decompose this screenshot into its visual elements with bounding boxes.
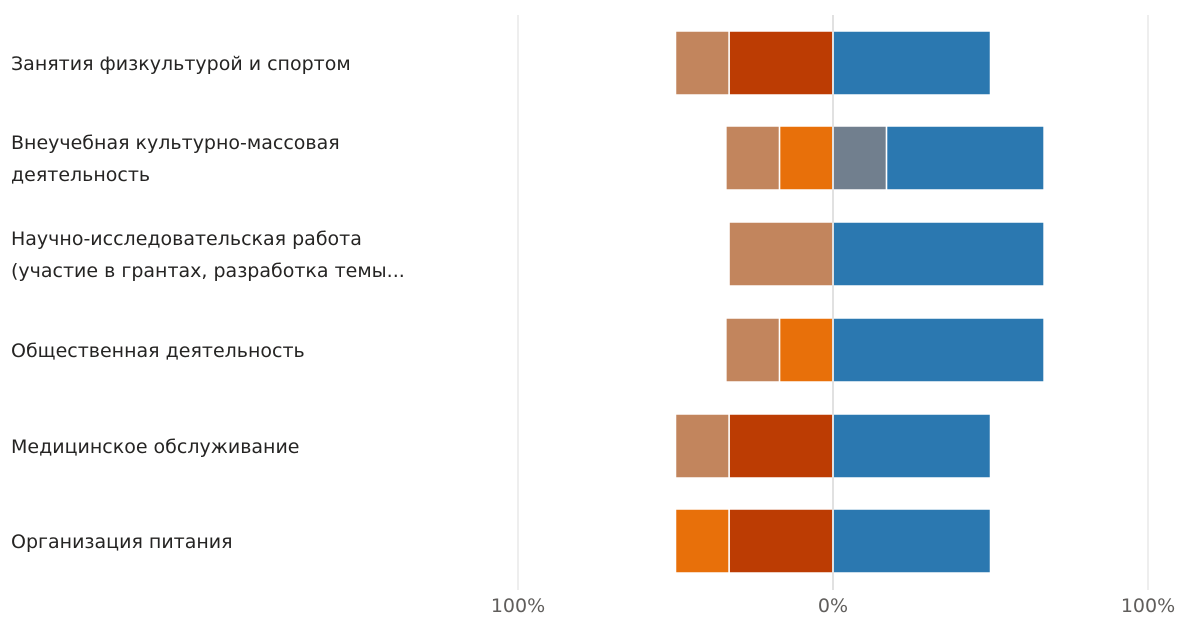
bar-segment-positive-4-row-5 — [832, 508, 992, 574]
bar-segment-positive-4-row-3 — [832, 317, 1045, 383]
bar-segment-negative-0-row-5 — [728, 508, 834, 574]
bar-segment-positive-4-row-0 — [832, 30, 992, 96]
x-tick-label-0: 100% — [491, 595, 545, 617]
bar-segment-positive-3-row-1 — [832, 125, 888, 191]
category-label-row-3-line-0: Общественная деятельность — [11, 340, 305, 362]
bar-segment-negative-0-row-0 — [728, 30, 834, 96]
bar-segment-positive-4-row-2 — [832, 221, 1045, 287]
bar-segment-positive-4-row-4 — [832, 413, 992, 479]
bar-segment-negative-0-row-4 — [728, 413, 834, 479]
category-label-row-1-line-0: Внеучебная культурно-массовая — [11, 132, 340, 154]
category-labels: Занятия физкультурой и спортом Внеучебная… — [11, 53, 405, 553]
bar-segment-negative-1-row-1 — [778, 125, 834, 191]
bars — [674, 30, 1045, 574]
x-tick-label-2: 100% — [1121, 595, 1175, 617]
bar-segment-negative-2-row-1 — [725, 125, 781, 191]
category-label-row-2-line-0: Научно-исследовательская работа — [11, 228, 362, 250]
category-label-row-2-line-1: (участие в грантах, разработка темы... — [11, 260, 405, 282]
x-axis-ticks: 100% 0% 100% — [491, 595, 1175, 617]
bar-segment-negative-1-row-3 — [778, 317, 834, 383]
x-tick-label-1: 0% — [818, 595, 848, 617]
category-label-row-0-line-0: Занятия физкультурой и спортом — [11, 53, 351, 75]
category-label-row-1-line-1: деятельность — [11, 164, 150, 186]
bar-segment-negative-2-row-0 — [674, 30, 730, 96]
category-label-row-4-line-0: Медицинское обслуживание — [11, 436, 300, 458]
bar-segment-negative-2-row-3 — [725, 317, 781, 383]
bar-segment-positive-4-row-1 — [885, 125, 1045, 191]
bar-segment-negative-1-row-5 — [674, 508, 730, 574]
category-label-row-5-line-0: Организация питания — [11, 531, 233, 553]
bar-segment-negative-2-row-4 — [674, 413, 730, 479]
bar-segment-negative-2-row-2 — [728, 221, 834, 287]
gridlines — [517, 15, 1149, 590]
